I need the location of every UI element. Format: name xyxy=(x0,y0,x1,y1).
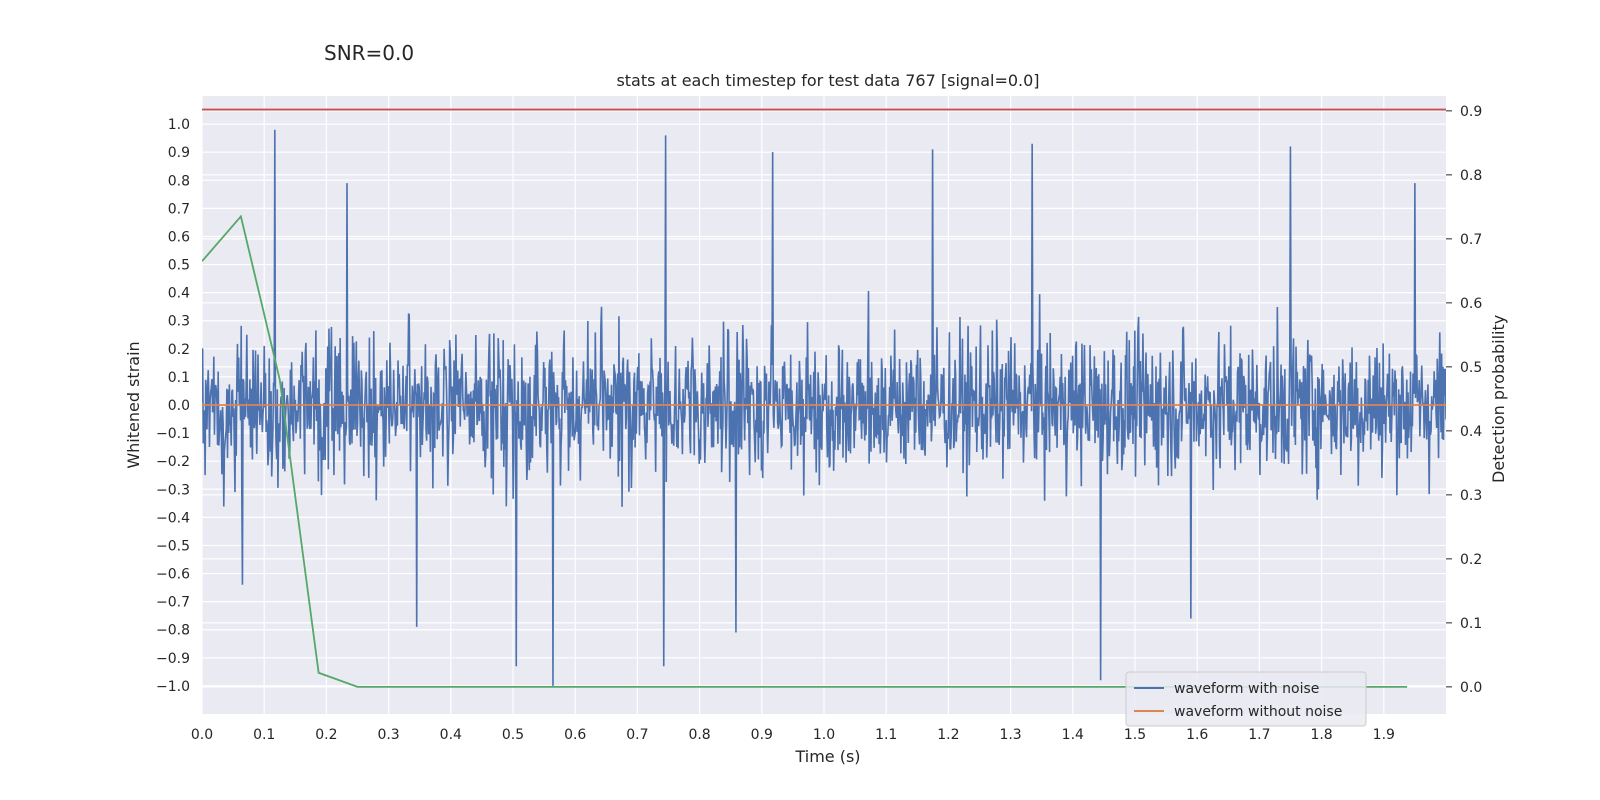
y-axis-label: Whitened strain xyxy=(124,341,143,468)
y-tick-label: −0.7 xyxy=(156,595,190,611)
x-tick-label: 0.8 xyxy=(688,727,710,743)
y-tick-label: −0.1 xyxy=(156,426,190,442)
axis-ticks: 0.0 0.1 0.2 0.3 0.4 0.5 0.6 0.7 0.8 0.9 1.0 1.1 1.2 1… xyxy=(156,104,1482,743)
y-tick-label: 0.4 xyxy=(168,286,190,302)
series-detection-probability xyxy=(202,214,1408,688)
waveform-with-noise-line xyxy=(202,129,1446,686)
y-tick-label: 0.6 xyxy=(168,229,190,245)
legend-box xyxy=(1125,671,1367,727)
x-tick-label: 1.5 xyxy=(1124,727,1146,743)
y2-tick-label: 0.4 xyxy=(1460,424,1482,440)
y-tick-label: −1.0 xyxy=(156,679,190,695)
y-tick-label: −0.9 xyxy=(156,651,190,667)
y-tick-label: −0.3 xyxy=(156,482,190,498)
y-tick-label: −0.6 xyxy=(156,567,190,583)
x-tick-label: 1.8 xyxy=(1310,727,1332,743)
x-tick-label: 1.3 xyxy=(999,727,1021,743)
x-tick-label: 0.0 xyxy=(191,727,213,743)
y-tick-label: 0.7 xyxy=(168,201,190,217)
y2-tick-label: 0.3 xyxy=(1460,488,1482,504)
y2-tick-label: 0.5 xyxy=(1460,360,1482,376)
x-tick-label: 0.5 xyxy=(502,727,524,743)
y-tick-label: −0.5 xyxy=(156,538,190,554)
y2-tick-label: 0.7 xyxy=(1460,232,1482,248)
x-axis-label: Time (s) xyxy=(794,747,860,766)
x-tick-label: 1.9 xyxy=(1373,727,1395,743)
y-tick-label: 0.5 xyxy=(168,258,190,274)
y-tick-label: 0.1 xyxy=(168,370,190,386)
x-tick-label: 0.1 xyxy=(253,727,275,743)
y2-tick-label: 0.2 xyxy=(1460,552,1482,568)
series-waveform-with-noise xyxy=(202,129,1446,686)
x-tick-label: 1.1 xyxy=(875,727,897,743)
y2-tick-label: 0.0 xyxy=(1460,680,1482,696)
y-tick-label: 0.9 xyxy=(168,145,190,161)
y-tick-label: 0.3 xyxy=(168,314,190,330)
y-tick-label: 1.0 xyxy=(168,117,190,133)
x-tick-label: 0.6 xyxy=(564,727,586,743)
legend-label: waveform with noise xyxy=(1174,681,1319,697)
y-tick-label: 0.2 xyxy=(168,342,190,358)
x-tick-label: 0.4 xyxy=(440,727,462,743)
y-tick-label: 0.8 xyxy=(168,173,190,189)
x-tick-label: 1.4 xyxy=(1062,727,1084,743)
x-tick-label: 1.7 xyxy=(1248,727,1270,743)
x-tick-label: 1.2 xyxy=(937,727,959,743)
x-tick-label: 0.2 xyxy=(315,727,337,743)
chart-title: stats at each timestep for test data 767… xyxy=(616,71,1039,90)
snr-label: SNR=0.0 xyxy=(324,41,415,65)
y-tick-label: −0.2 xyxy=(156,454,190,470)
y2-tick-label: 0.6 xyxy=(1460,296,1482,312)
x-tick-label: 1.0 xyxy=(813,727,835,743)
y2-tick-label: 0.8 xyxy=(1460,168,1482,184)
x-tick-label: 1.6 xyxy=(1186,727,1208,743)
x-tick-label: 0.9 xyxy=(751,727,773,743)
y2-tick-label: 0.1 xyxy=(1460,616,1482,632)
series-lines xyxy=(202,108,1446,688)
legend-label: waveform without noise xyxy=(1174,704,1342,720)
y2-tick-label: 0.9 xyxy=(1460,104,1482,120)
y2-axis-label: Detection probability xyxy=(1489,315,1508,483)
legend: waveform with noise waveform without nois… xyxy=(1125,671,1367,727)
y-tick-label: 0.0 xyxy=(168,398,190,414)
y-tick-label: −0.4 xyxy=(156,510,190,526)
x-tick-label: 0.7 xyxy=(626,727,648,743)
y-tick-label: −0.8 xyxy=(156,623,190,639)
x-tick-label: 0.3 xyxy=(377,727,399,743)
